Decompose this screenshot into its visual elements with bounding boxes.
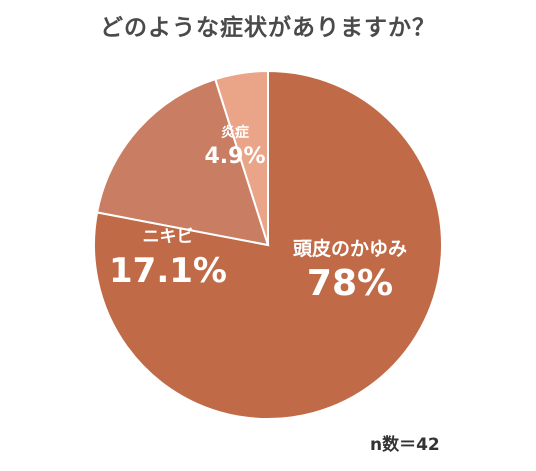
slice-name-label-1: 頭皮のかゆみ (293, 237, 407, 260)
slice-name-label-2: ニキビ (143, 227, 194, 247)
chart-title: どのような症状がありますか？ (100, 15, 436, 41)
pie-slice-2 (95, 77, 270, 247)
slice-name-label-3: 炎症 (221, 124, 249, 141)
slice-value-label-2: 17.1% (109, 251, 227, 291)
slice-value-label-3: 4.9% (204, 144, 265, 169)
sample-size-note: n数＝42 (370, 435, 440, 455)
pie-slice-3 (214, 69, 269, 246)
slice-value-label-1: 78% (307, 263, 393, 304)
